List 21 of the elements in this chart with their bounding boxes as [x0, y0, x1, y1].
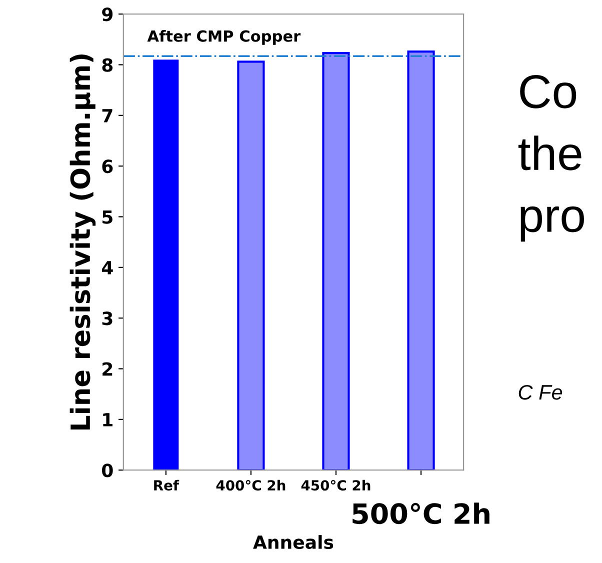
- x-tick-label: 450°C 2h: [301, 480, 370, 491]
- y-tick-label: 5: [102, 210, 112, 224]
- x-tick-label: 400°C 2h: [216, 480, 286, 491]
- y-tick-label: 7: [102, 109, 112, 122]
- y-tick-label: 9: [102, 8, 113, 22]
- y-tick-label: 0: [102, 464, 113, 478]
- text: pro: [520, 206, 584, 242]
- x-tick-label: 500°C 2h: [352, 502, 490, 524]
- y-axis-title: Line resistivity (Ohm.µm): [70, 54, 96, 430]
- x-tick-label: Ref: [154, 480, 180, 491]
- text: Co: [520, 74, 576, 108]
- y-tick-label: 8: [102, 58, 113, 72]
- y-tick-label: 3: [102, 312, 112, 326]
- y-tick-label: 6: [102, 160, 113, 174]
- text: the: [518, 136, 582, 170]
- y-tick-label: 4: [102, 261, 113, 274]
- y-tick-label: 2: [102, 362, 112, 376]
- y-tick-label: 1: [103, 413, 112, 426]
- text: C Fe: [518, 384, 562, 400]
- x-axis-title: Anneals: [253, 535, 334, 550]
- text: After CMP Copper: [147, 30, 301, 45]
